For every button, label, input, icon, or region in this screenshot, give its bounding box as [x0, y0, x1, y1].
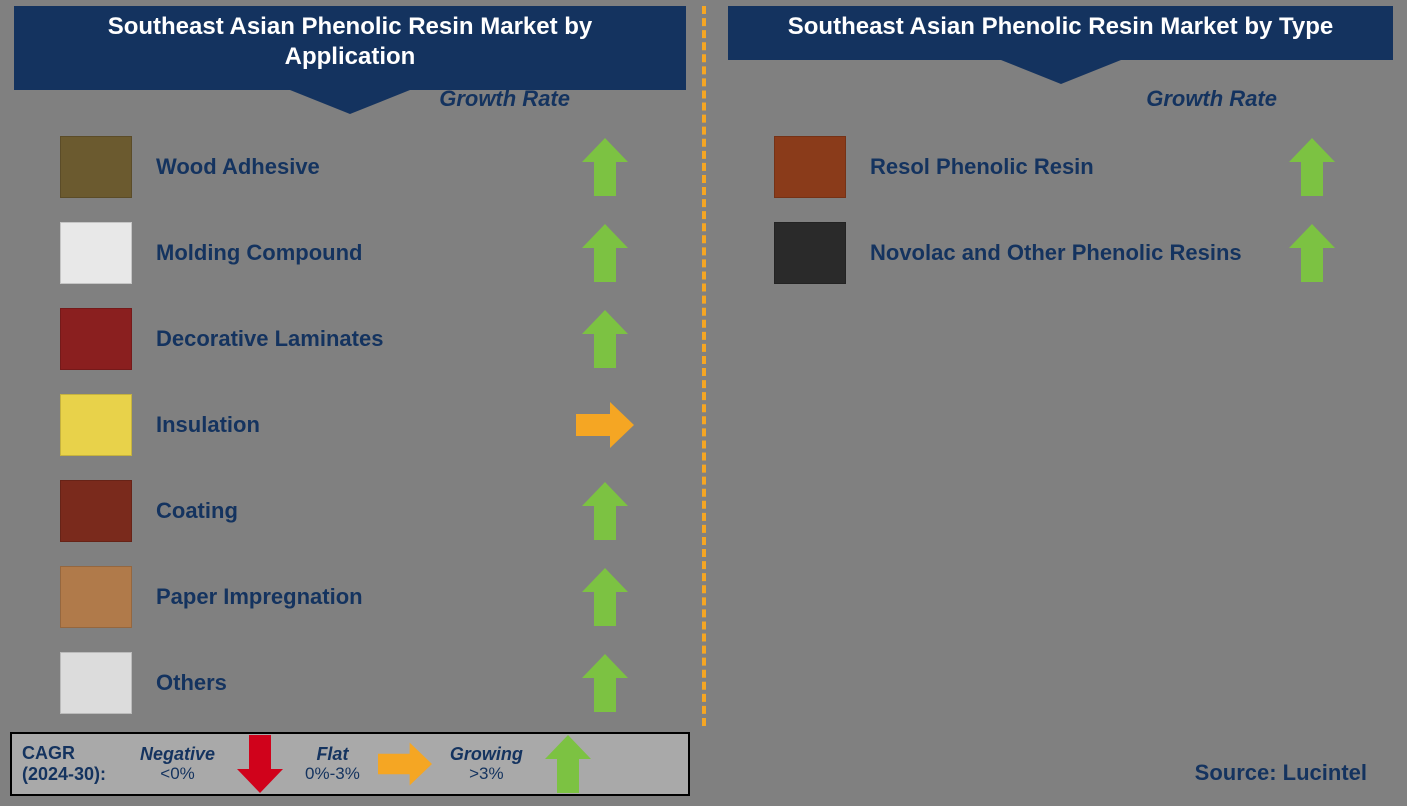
- banner-type-title: Southeast Asian Phenolic Resin Market by…: [788, 13, 1333, 40]
- arrow-up-icon: [541, 735, 595, 793]
- banner-type: Southeast Asian Phenolic Resin Market by…: [728, 6, 1393, 60]
- legend-growing-range: >3%: [469, 765, 504, 784]
- rows-application: Wood Adhesive Molding Compound Decorative …: [60, 124, 640, 726]
- thumbnail: [60, 308, 132, 370]
- list-item: Insulation: [60, 382, 640, 468]
- legend-cagr: CAGR (2024-30):: [22, 743, 122, 784]
- arrow-up-icon: [570, 310, 640, 368]
- row-label: Paper Impregnation: [156, 584, 546, 610]
- divider: [702, 6, 706, 726]
- arrow-up-icon: [1277, 138, 1347, 196]
- legend-cagr-line2: (2024-30):: [22, 764, 106, 784]
- thumbnail: [60, 652, 132, 714]
- legend-flat-range: 0%-3%: [305, 765, 360, 784]
- legend-cagr-line1: CAGR: [22, 743, 75, 763]
- thumbnail: [60, 136, 132, 198]
- list-item: Novolac and Other Phenolic Resins: [774, 210, 1347, 296]
- list-item: Others: [60, 640, 640, 726]
- arrow-up-icon: [570, 224, 640, 282]
- thumbnail: [774, 136, 846, 198]
- row-label: Molding Compound: [156, 240, 546, 266]
- row-label: Decorative Laminates: [156, 326, 546, 352]
- source-label: Source: Lucintel: [1195, 760, 1367, 786]
- thumbnail: [774, 222, 846, 284]
- arrow-up-icon: [1277, 224, 1347, 282]
- arrow-up-icon: [570, 138, 640, 196]
- list-item: Molding Compound: [60, 210, 640, 296]
- growth-rate-label-left: Growth Rate: [439, 86, 570, 112]
- arrow-down-icon: [233, 735, 287, 793]
- legend-flat-label: Flat: [316, 745, 348, 765]
- legend-flat: Flat 0%-3%: [305, 745, 360, 783]
- thumbnail: [60, 480, 132, 542]
- arrow-flat-icon: [378, 741, 432, 787]
- row-label: Insulation: [156, 412, 546, 438]
- legend-negative-range: <0%: [160, 765, 195, 784]
- legend-negative-label: Negative: [140, 745, 215, 765]
- arrow-up-icon: [570, 482, 640, 540]
- panel-type: Southeast Asian Phenolic Resin Market by…: [714, 0, 1407, 806]
- legend-growing: Growing >3%: [450, 745, 523, 783]
- row-label: Others: [156, 670, 546, 696]
- row-label: Novolac and Other Phenolic Resins: [870, 240, 1253, 266]
- rows-type: Resol Phenolic Resin Novolac and Other Ph…: [774, 124, 1347, 296]
- row-label: Wood Adhesive: [156, 154, 546, 180]
- arrow-up-icon: [570, 568, 640, 626]
- arrow-flat-icon: [570, 402, 640, 448]
- arrow-up-icon: [570, 654, 640, 712]
- thumbnail: [60, 394, 132, 456]
- list-item: Wood Adhesive: [60, 124, 640, 210]
- banner-application: Southeast Asian Phenolic Resin Market by…: [14, 6, 686, 90]
- list-item: Coating: [60, 468, 640, 554]
- thumbnail: [60, 566, 132, 628]
- legend-negative: Negative <0%: [140, 745, 215, 783]
- list-item: Paper Impregnation: [60, 554, 640, 640]
- growth-rate-label-right: Growth Rate: [1146, 86, 1277, 112]
- list-item: Resol Phenolic Resin: [774, 124, 1347, 210]
- legend-growing-label: Growing: [450, 745, 523, 765]
- panel-application: Southeast Asian Phenolic Resin Market by…: [0, 0, 700, 806]
- row-label: Coating: [156, 498, 546, 524]
- legend: CAGR (2024-30): Negative <0% Flat 0%-3% …: [10, 732, 690, 796]
- banner-application-title: Southeast Asian Phenolic Resin Market by…: [108, 13, 593, 70]
- list-item: Decorative Laminates: [60, 296, 640, 382]
- row-label: Resol Phenolic Resin: [870, 154, 1253, 180]
- thumbnail: [60, 222, 132, 284]
